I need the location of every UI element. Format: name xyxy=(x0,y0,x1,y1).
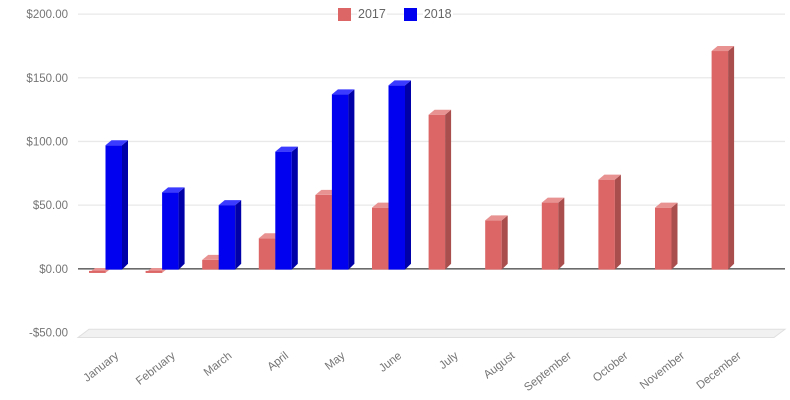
legend-label-2018: 2018 xyxy=(422,7,453,22)
y-tick-label-200: $200.00 xyxy=(26,9,68,21)
x-tick-label-june: June xyxy=(377,350,404,375)
legend-swatch-2017-icon xyxy=(338,8,351,21)
legend-item-2018[interactable]: 2018 xyxy=(403,7,453,22)
x-tick-label-december: December xyxy=(695,350,744,392)
bar-2017-december[interactable] xyxy=(711,46,735,270)
legend-swatch-2018-icon xyxy=(403,8,417,21)
bar-2017-july[interactable] xyxy=(428,109,452,270)
x-tick-label-april: April xyxy=(265,350,291,374)
bar-2017-september[interactable] xyxy=(541,197,565,270)
bar-2017-october[interactable] xyxy=(598,174,621,270)
x-tick-label-january: January xyxy=(82,350,122,385)
x-tick-label-august: August xyxy=(482,349,518,381)
y-tick-label-50: $50.00 xyxy=(33,200,68,212)
bar-2018-april[interactable] xyxy=(275,146,298,270)
bar-2018-june[interactable] xyxy=(388,80,412,270)
x-tick-label-july: July xyxy=(437,350,461,372)
x-tick-label-october: October xyxy=(591,350,631,385)
y-tick-label-0: $0.00 xyxy=(39,264,68,276)
bar-2018-may[interactable] xyxy=(331,89,355,270)
chart-legend: 2017 2018 xyxy=(338,7,453,22)
x-tick-label-november: November xyxy=(638,350,687,392)
legend-label-2017: 2017 xyxy=(357,7,387,22)
y-tick-label-100: $100.00 xyxy=(26,136,68,148)
x-tick-label-february: February xyxy=(134,350,178,388)
y-tick-label--50: -$50.00 xyxy=(29,327,68,339)
bar-2017-november[interactable] xyxy=(655,202,678,270)
x-tick-label-september: September xyxy=(522,350,574,394)
bar-2017-august[interactable] xyxy=(485,215,508,270)
bar-2018-february[interactable] xyxy=(162,187,185,270)
bar-2018-january[interactable] xyxy=(105,140,129,270)
y-tick-label-150: $150.00 xyxy=(26,73,68,85)
bar-2018-march[interactable] xyxy=(218,200,242,270)
x-tick-label-march: March xyxy=(202,350,235,379)
legend-item-2017[interactable]: 2017 xyxy=(338,7,387,22)
x-tick-label-may: May xyxy=(323,350,348,373)
gridline-floor xyxy=(76,328,787,338)
